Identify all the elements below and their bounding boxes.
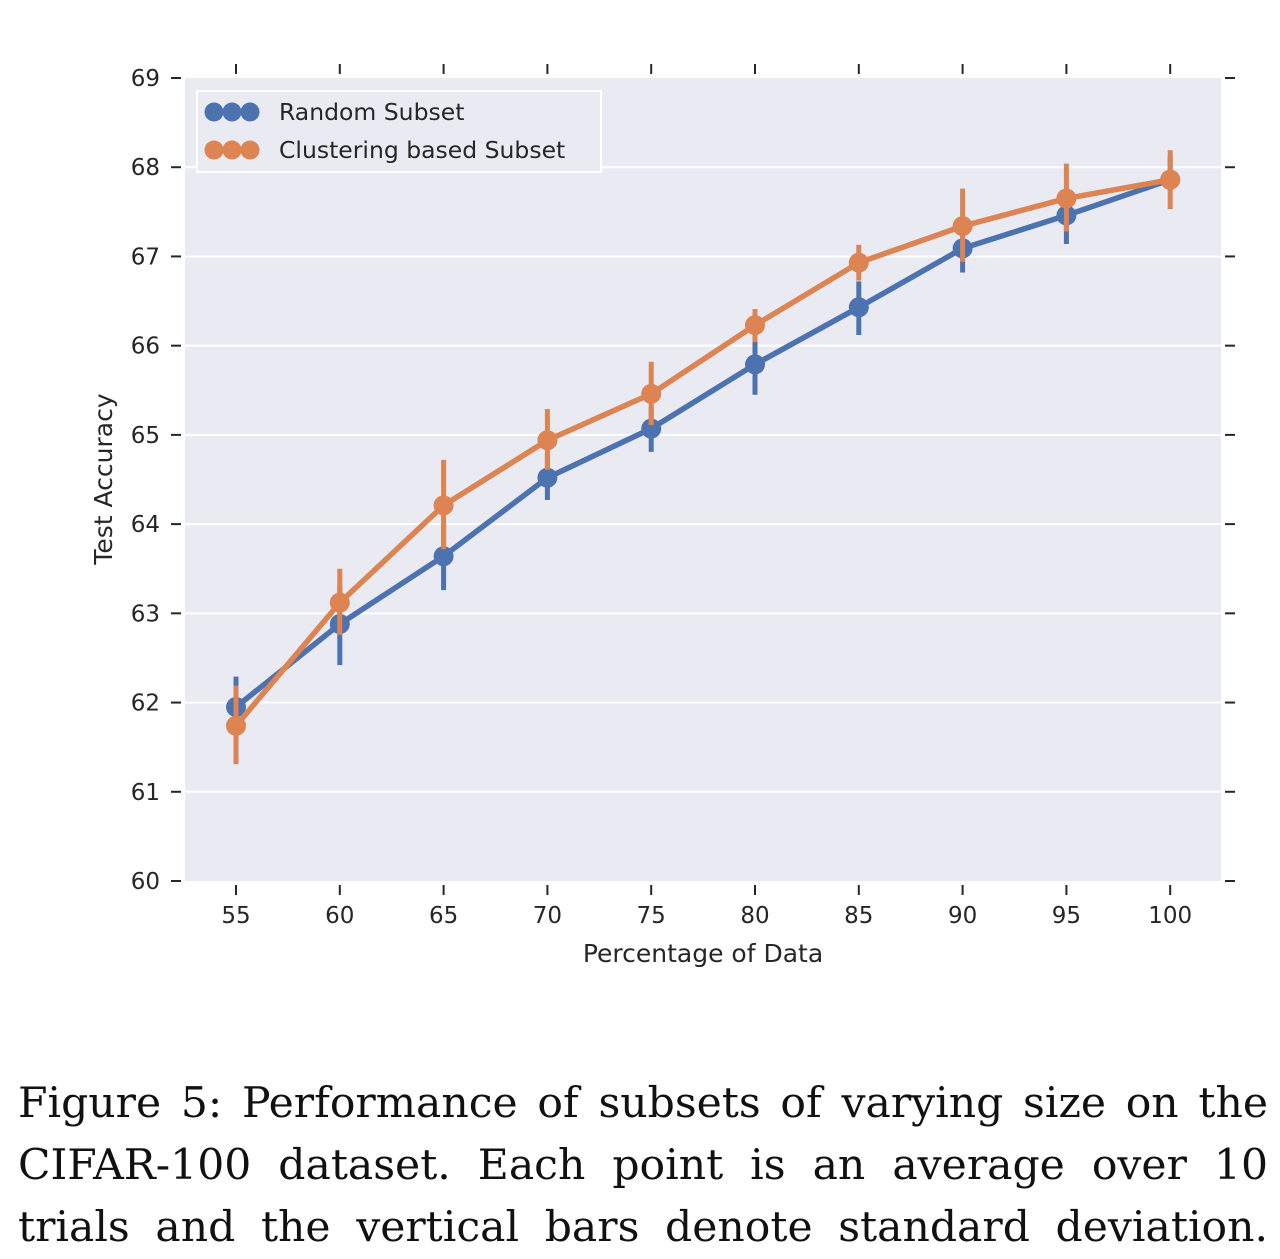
data-point — [745, 354, 765, 375]
legend-label: Random Subset — [279, 98, 464, 126]
series-line — [233, 176, 1173, 729]
data-point — [1056, 188, 1077, 209]
legend-marker — [240, 140, 260, 160]
legend-label: Clustering based Subset — [279, 136, 565, 164]
x-tick-label: 90 — [948, 903, 977, 929]
data-point — [745, 315, 765, 336]
y-tick-label: 62 — [131, 691, 160, 717]
data-point — [433, 546, 454, 567]
data-point — [848, 252, 869, 273]
y-tick-label: 69 — [131, 66, 160, 92]
x-tick-label: 95 — [1052, 903, 1081, 929]
plot-area — [185, 78, 1221, 881]
x-axis-label: Percentage of Data — [583, 939, 823, 968]
y-tick-label: 61 — [131, 780, 160, 806]
y-tick-label: 68 — [131, 155, 160, 181]
data-point — [952, 216, 973, 237]
x-tick-label: 70 — [533, 903, 562, 929]
y-tick-label: 66 — [131, 334, 160, 360]
data-point — [537, 430, 558, 451]
x-tick-label: 75 — [637, 903, 666, 929]
data-point — [537, 467, 558, 488]
x-tick-label: 65 — [429, 903, 458, 929]
y-tick-label: 60 — [131, 869, 160, 895]
legend-marker — [222, 140, 242, 160]
data-point — [433, 495, 454, 516]
x-tick-label: 100 — [1148, 903, 1192, 929]
data-point — [226, 715, 246, 736]
x-tick-label: 55 — [221, 903, 250, 929]
series-layer — [226, 150, 1181, 765]
legend-frame — [196, 90, 602, 173]
x-tick-label: 85 — [844, 903, 873, 929]
series-2 — [226, 150, 1181, 765]
data-point — [641, 383, 662, 404]
legend-marker — [222, 102, 242, 122]
series-line — [233, 176, 1173, 710]
y-tick-label: 63 — [131, 601, 160, 627]
legend: Random Subset Clustering based Subset — [196, 90, 602, 173]
x-tick-label: 60 — [325, 903, 354, 929]
axes: 60 61 62 63 64 65 66 67 68 69 55 60 65 70 75 80 85 90 95 10… — [131, 64, 1235, 929]
data-point — [641, 418, 662, 439]
y-tick-label: 65 — [131, 423, 160, 449]
figure-caption: Figure 5: Performance of subsets of vary… — [18, 1078, 1268, 1252]
line-chart: 60 61 62 63 64 65 66 67 68 69 55 60 65 70 75 80 85 90 95 10… — [89, 64, 1235, 968]
y-axis-label: Test Accuracy — [89, 393, 118, 566]
x-tick-label: 80 — [740, 903, 769, 929]
y-tick-label: 67 — [131, 244, 160, 270]
data-point — [1160, 169, 1181, 190]
legend-marker — [204, 102, 224, 122]
legend-marker — [240, 102, 260, 122]
data-point — [848, 297, 869, 318]
figure: 60 61 62 63 64 65 66 67 68 69 55 60 65 70 75 80 85 90 95 10… — [89, 64, 1235, 968]
legend-marker — [204, 140, 224, 160]
y-tick-label: 64 — [131, 512, 160, 538]
data-point — [329, 592, 350, 613]
